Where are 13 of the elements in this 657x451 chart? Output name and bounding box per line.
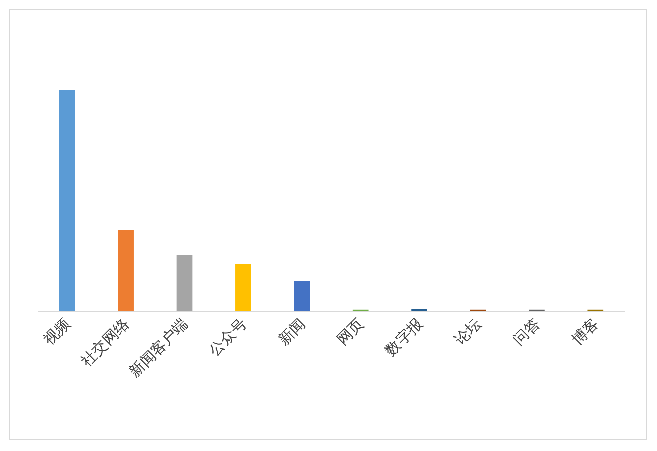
x-tick-label: 视频 — [40, 315, 74, 350]
x-tick-label: 网页 — [334, 315, 368, 350]
x-tick-label: 论坛 — [451, 315, 486, 350]
bar — [236, 264, 252, 311]
x-tick-label: 数字报 — [382, 315, 426, 360]
x-tick-label: 新闻 — [275, 315, 309, 350]
bar — [59, 90, 76, 311]
bar — [176, 255, 193, 311]
bar — [294, 281, 310, 311]
bar — [118, 230, 134, 311]
x-tick-label: 公众号 — [206, 315, 250, 360]
x-tick-label: 问答 — [510, 315, 544, 350]
x-tick-label: 博客 — [568, 315, 602, 350]
